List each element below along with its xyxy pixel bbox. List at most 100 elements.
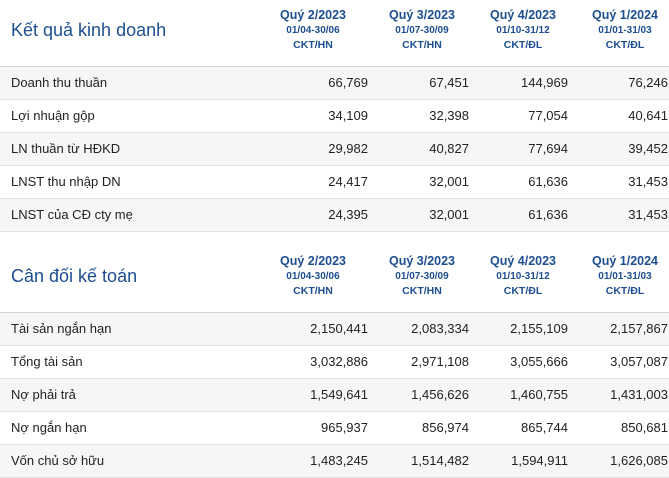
row-label: Nợ ngắn hạn [11,420,87,435]
period-column-header: Quý 4/2023 01/10-31/12 CKT/ĐL [468,7,578,53]
balance-sheet-table: Tài sản ngắn hạn 2,150,441 2,083,334 2,1… [0,312,669,478]
cell-value: 2,150,441 [310,321,368,336]
row-label: Doanh thu thuần [11,75,108,90]
period-dates: 01/01-31/03 [598,271,652,282]
cell-value: 2,155,109 [510,321,568,336]
business-results-section: Kết quả kinh doanh Quý 2/2023 01/04-30/0… [0,0,669,232]
period-column-header: Quý 3/2023 01/07-30/09 CKT/HN [367,253,477,299]
balance-sheet-title: Cân đối kế toán [11,266,138,286]
audit-status: CKT/HN [402,285,442,297]
period-dates: 01/04-30/06 [286,25,340,36]
row-label: LN thuần từ HĐKD [11,141,121,156]
row-label: Tổng tài sản [11,354,83,369]
cell-value: 1,514,482 [411,453,469,468]
cell-value: 24,417 [328,174,368,189]
cell-value: 31,453 [628,207,668,222]
period-column-header: Quý 4/2023 01/10-31/12 CKT/ĐL [468,253,578,299]
row-label: Nợ phải trả [11,387,76,402]
balance-sheet-header: Cân đối kế toán Quý 2/2023 01/04-30/06 C… [0,246,669,312]
period-column-header: Quý 1/2024 01/01-31/03 CKT/ĐL [570,7,669,53]
audit-status: CKT/HN [402,39,442,51]
cell-value: 1,626,085 [610,453,668,468]
period-quarter: Quý 4/2023 [489,254,556,268]
audit-status: CKT/ĐL [605,39,645,51]
cell-value: 1,549,641 [310,387,368,402]
period-quarter: Quý 4/2023 [489,8,556,22]
row-label: Vốn chủ sở hữu [11,453,105,468]
cell-value: 67,451 [429,75,469,90]
cell-value: 965,937 [321,420,368,435]
cell-value: 76,246 [628,75,668,90]
period-dates: 01/01-31/03 [598,25,652,36]
cell-value: 61,636 [528,207,568,222]
cell-value: 31,453 [628,174,668,189]
business-results-title: Kết quả kinh doanh [11,20,167,40]
cell-value: 3,032,886 [310,354,368,369]
cell-value: 2,971,108 [411,354,469,369]
table-row: Nợ phải trả 1,549,641 1,456,626 1,460,75… [0,379,669,412]
cell-value: 40,827 [429,141,469,156]
cell-value: 856,974 [422,420,469,435]
row-label: LNST thu nhập DN [11,174,121,189]
audit-status: CKT/ĐL [503,39,543,51]
period-quarter: Quý 2/2023 [279,8,346,22]
cell-value: 865,744 [521,420,568,435]
period-dates: 01/10-31/12 [496,25,550,36]
row-label: LNST của CĐ cty mẹ [11,207,133,222]
table-row: Tổng tài sản 3,032,886 2,971,108 3,055,6… [0,346,669,379]
period-dates: 01/07-30/09 [395,271,449,282]
period-column-header: Quý 2/2023 01/04-30/06 CKT/HN [258,7,368,53]
period-column-header: Quý 1/2024 01/01-31/03 CKT/ĐL [570,253,669,299]
cell-value: 61,636 [528,174,568,189]
cell-value: 40,641 [628,108,668,123]
cell-value: 3,055,666 [510,354,568,369]
cell-value: 144,969 [521,75,568,90]
period-quarter: Quý 1/2024 [591,254,658,268]
table-row: Doanh thu thuần 66,769 67,451 144,969 76… [0,67,669,100]
table-row: LN thuần từ HĐKD 29,982 40,827 77,694 39… [0,133,669,166]
cell-value: 32,001 [429,174,469,189]
table-row: Nợ ngắn hạn 965,937 856,974 865,744 850,… [0,412,669,445]
period-quarter: Quý 2/2023 [279,254,346,268]
period-quarter: Quý 3/2023 [388,8,455,22]
cell-value: 77,054 [528,108,568,123]
cell-value: 34,109 [328,108,368,123]
period-quarter: Quý 3/2023 [388,254,455,268]
period-dates: 01/10-31/12 [496,271,550,282]
period-column-header: Quý 2/2023 01/04-30/06 CKT/HN [258,253,368,299]
cell-value: 1,431,003 [610,387,668,402]
cell-value: 32,001 [429,207,469,222]
cell-value: 1,456,626 [411,387,469,402]
cell-value: 77,694 [528,141,568,156]
period-column-header: Quý 3/2023 01/07-30/09 CKT/HN [367,7,477,53]
period-dates: 01/07-30/09 [395,25,449,36]
cell-value: 850,681 [621,420,668,435]
audit-status: CKT/HN [293,285,333,297]
audit-status: CKT/HN [293,39,333,51]
audit-status: CKT/ĐL [605,285,645,297]
cell-value: 39,452 [628,141,668,156]
audit-status: CKT/ĐL [503,285,543,297]
table-row: Lợi nhuận gộp 34,109 32,398 77,054 40,64… [0,100,669,133]
table-row: LNST của CĐ cty mẹ 24,395 32,001 61,636 … [0,199,669,232]
cell-value: 24,395 [328,207,368,222]
table-row: Vốn chủ sở hữu 1,483,245 1,514,482 1,594… [0,445,669,478]
cell-value: 2,083,334 [411,321,469,336]
cell-value: 3,057,087 [610,354,668,369]
cell-value: 29,982 [328,141,368,156]
cell-value: 32,398 [429,108,469,123]
row-label: Tài sản ngắn hạn [11,321,112,336]
business-results-table: Doanh thu thuần 66,769 67,451 144,969 76… [0,66,669,232]
period-quarter: Quý 1/2024 [591,8,658,22]
cell-value: 66,769 [328,75,368,90]
cell-value: 2,157,867 [610,321,668,336]
cell-value: 1,460,755 [510,387,568,402]
balance-sheet-section: Cân đối kế toán Quý 2/2023 01/04-30/06 C… [0,246,669,478]
cell-value: 1,594,911 [511,453,568,468]
table-row: LNST thu nhập DN 24,417 32,001 61,636 31… [0,166,669,199]
period-dates: 01/04-30/06 [286,271,340,282]
row-label: Lợi nhuận gộp [11,108,95,123]
business-results-header: Kết quả kinh doanh Quý 2/2023 01/04-30/0… [0,0,669,66]
table-row: Tài sản ngắn hạn 2,150,441 2,083,334 2,1… [0,313,669,346]
cell-value: 1,483,245 [310,453,368,468]
